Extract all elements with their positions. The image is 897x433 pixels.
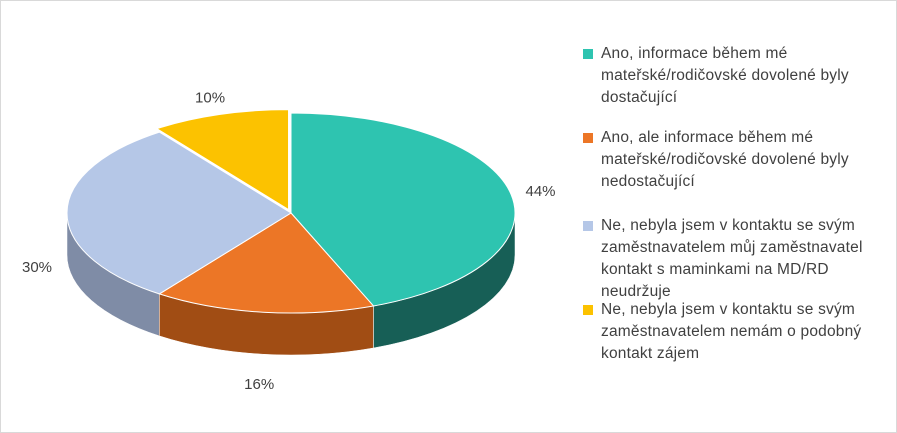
legend-swatch-0 [583,49,593,59]
legend-label-0: Ano, informace během mé mateřské/rodičov… [601,45,849,106]
legend-item-2: Ne, nebyla jsem v kontaktu se svým zaměs… [583,215,888,303]
legend-swatch-3 [583,305,593,315]
pie-label-1: 16% [244,376,274,393]
legend-item-0: Ano, informace během mé mateřské/rodičov… [583,43,888,109]
pie-slice-2 [66,131,292,295]
pie-label-0: 44% [525,183,555,200]
legend-label-3: Ne, nebyla jsem v kontaktu se svým zaměs… [601,301,862,362]
pie-slice-3 [155,109,290,211]
legend-swatch-1 [583,133,593,143]
legend-item-1: Ano, ale informace během mé mateřské/rod… [583,127,888,193]
pie-label-2: 30% [22,259,52,276]
pie-slice-0 [290,112,516,307]
pie-label-3: 10% [195,89,225,106]
pie-slice-1 [158,212,375,314]
legend-label-2: Ne, nebyla jsem v kontaktu se svým zaměs… [601,217,863,300]
legend-item-3: Ne, nebyla jsem v kontaktu se svým zaměs… [583,299,888,365]
legend-swatch-2 [583,221,593,231]
legend-label-1: Ano, ale informace během mé mateřské/rod… [601,129,849,190]
